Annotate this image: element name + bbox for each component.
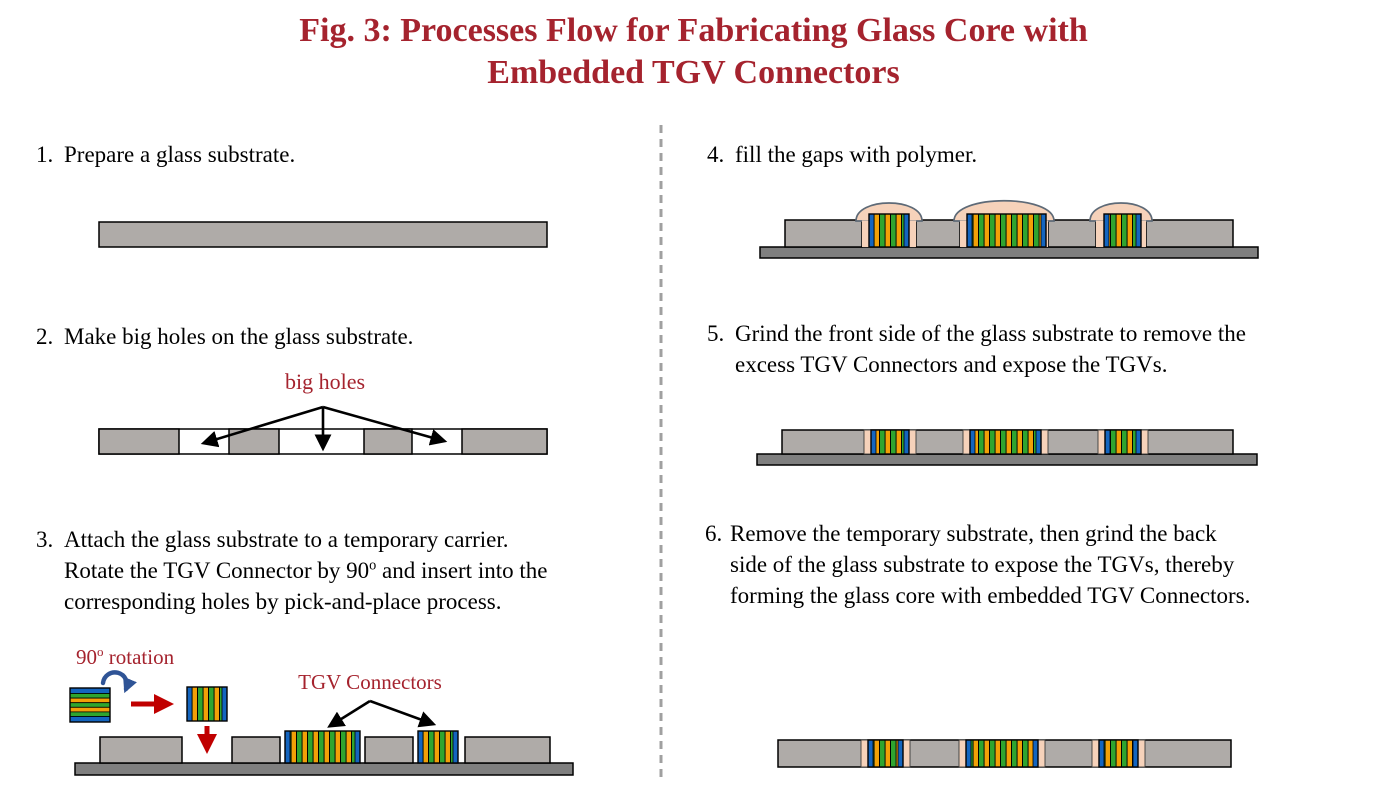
step6-tgv-region-2 bbox=[958, 739, 1046, 768]
step3-inserted-tgv-connector-right bbox=[417, 730, 459, 764]
step1-glass-substrate bbox=[98, 221, 548, 248]
step4-tgv-connector-3 bbox=[1103, 213, 1142, 248]
step3-text-line1: Attach the glass substrate to a temporar… bbox=[64, 527, 509, 552]
tgv-connector-flat-icon bbox=[69, 687, 111, 723]
step5-number: 5. bbox=[707, 321, 725, 346]
step6-tgv-region-3 bbox=[1091, 739, 1146, 768]
tgv-connectors-label: TGV Connectors bbox=[298, 670, 442, 694]
step3-glass-blocks bbox=[99, 736, 551, 764]
figure-title-line2: Embedded TGV Connectors bbox=[487, 54, 900, 91]
step5-tgv-region-2 bbox=[962, 429, 1049, 455]
step2-text: Make big holes on the glass substrate. bbox=[64, 324, 414, 349]
step3-temporary-carrier bbox=[74, 762, 574, 776]
step6-text-line1: Remove the temporary substrate, then gri… bbox=[730, 521, 1217, 546]
step4-tgv-connector-2 bbox=[966, 213, 1047, 248]
step3-caption: 3. Attach the glass substrate to a tempo… bbox=[36, 524, 547, 617]
rotation-label: 90o rotation bbox=[76, 644, 175, 669]
step4-temporary-carrier bbox=[759, 246, 1259, 259]
step4-glass-segments bbox=[784, 219, 1234, 248]
figure-title-line1: Fig. 3: Processes Flow for Fabricating G… bbox=[299, 12, 1088, 49]
step2-number: 2. bbox=[36, 324, 54, 349]
tgv-connectors-pointer-arrows bbox=[327, 699, 437, 728]
step3-number: 3. bbox=[36, 527, 54, 552]
step4-tgv-connector-1 bbox=[868, 213, 910, 248]
big-holes-label: big holes bbox=[284, 369, 366, 394]
step6-tgv-region-1 bbox=[860, 739, 911, 768]
step6-text-line2: side of the glass substrate to expose th… bbox=[730, 552, 1235, 577]
step3-text-line3: corresponding holes by pick-and-place pr… bbox=[64, 589, 502, 614]
step5-caption: 5. Grind the front side of the glass sub… bbox=[707, 318, 1246, 380]
step5-text-line1: Grind the front side of the glass substr… bbox=[735, 321, 1246, 346]
step4-caption: 4. fill the gaps with polymer. bbox=[707, 139, 977, 170]
step2-caption: 2. Make big holes on the glass substrate… bbox=[36, 321, 413, 352]
step6-text-line3: forming the glass core with embedded TGV… bbox=[730, 583, 1251, 608]
step3-text-line2: Rotate the TGV Connector by 90o and inse… bbox=[64, 557, 548, 583]
step4-text: fill the gaps with polymer. bbox=[735, 142, 978, 167]
step1-number: 1. bbox=[36, 142, 54, 167]
step1-text: Prepare a glass substrate. bbox=[64, 142, 296, 167]
step5-temporary-carrier bbox=[756, 453, 1258, 466]
step5-text-line2: excess TGV Connectors and expose the TGV… bbox=[735, 352, 1168, 377]
step3-inserted-tgv-connector-left bbox=[284, 730, 361, 764]
rotation-arc-icon bbox=[100, 670, 137, 694]
step6-caption: 6. Remove the temporary substrate, then … bbox=[705, 518, 1250, 611]
step1-caption: 1. Prepare a glass substrate. bbox=[36, 139, 295, 170]
step5-tgv-region-3 bbox=[1097, 429, 1149, 455]
step4-number: 4. bbox=[707, 142, 725, 167]
big-holes-pointer-arrows bbox=[200, 405, 448, 452]
step5-tgv-region-1 bbox=[863, 429, 917, 455]
tgv-connector-rotated-icon bbox=[186, 686, 228, 722]
figure-title: Fig. 3: Processes Flow for Fabricating G… bbox=[0, 10, 1387, 94]
step6-number: 6. bbox=[705, 521, 723, 546]
